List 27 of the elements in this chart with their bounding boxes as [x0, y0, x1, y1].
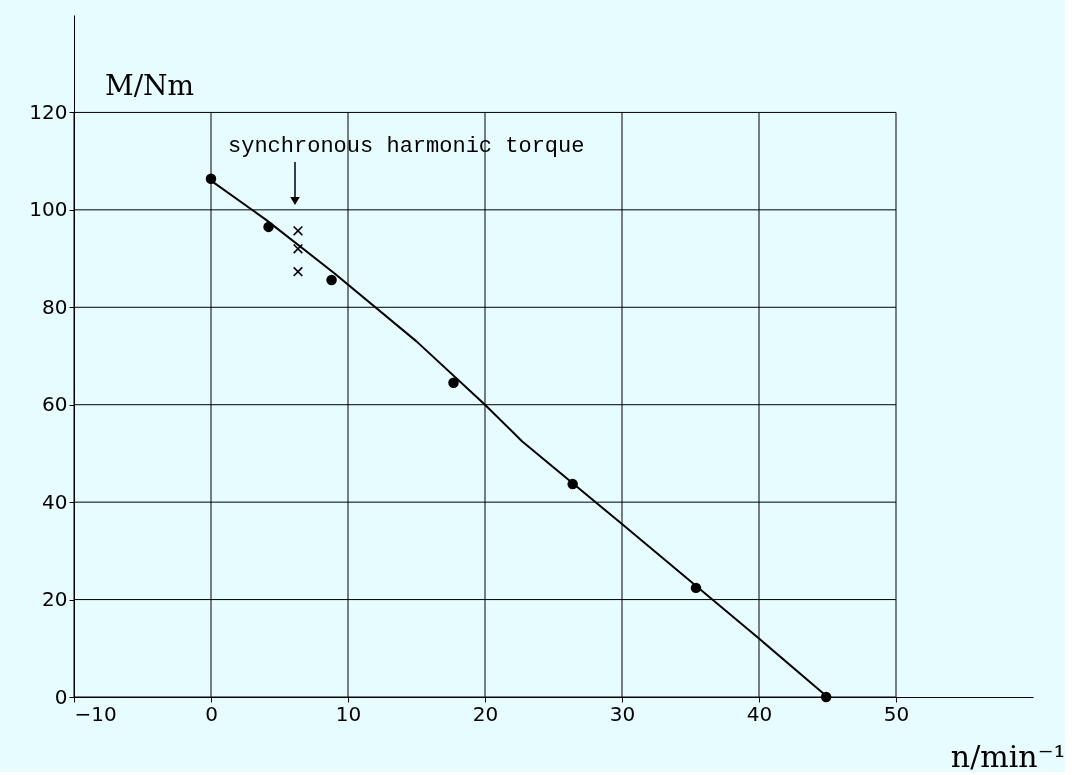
x-tick-label: 30: [609, 701, 636, 726]
y-tick-label: 120: [29, 99, 68, 124]
x-tick-label: 20: [472, 701, 499, 726]
x-tick-label: 10: [335, 701, 362, 726]
point: [326, 274, 337, 286]
x-axis-title: n/min⁻¹: [950, 738, 1066, 774]
y-tick-label: 20: [42, 587, 68, 612]
y-tick-label: 80: [42, 294, 68, 319]
y-tick-label: 100: [29, 197, 68, 222]
y-tick-label: 40: [42, 489, 68, 514]
point: [567, 478, 578, 490]
point: [205, 173, 217, 184]
point: [292, 243, 304, 254]
point: [292, 266, 304, 277]
x-tick-label: 50: [883, 701, 910, 726]
point: [448, 377, 459, 389]
point: [820, 691, 832, 703]
y-tick-label: 0: [54, 684, 68, 709]
x-tick-label: −10: [74, 701, 117, 726]
point: [690, 582, 702, 594]
y-tick-label: 60: [42, 392, 68, 417]
point: [263, 221, 274, 233]
y-axis-title: M/Nm: [105, 69, 195, 102]
annotation: synchronous harmonic torque: [228, 134, 585, 159]
x-tick-label: 0: [205, 701, 218, 726]
x-tick-label: 40: [746, 701, 773, 726]
point: [292, 225, 304, 236]
